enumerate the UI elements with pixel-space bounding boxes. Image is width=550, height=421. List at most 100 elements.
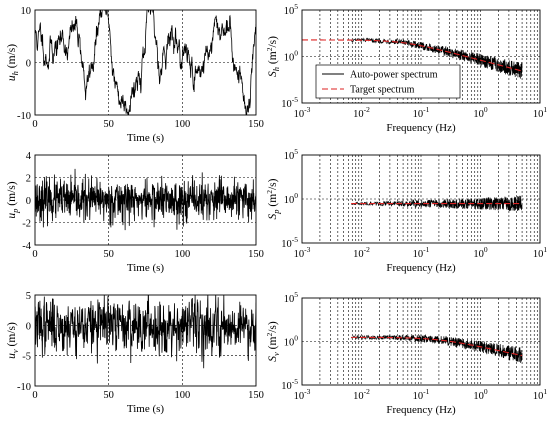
y-label-main: S (267, 356, 279, 362)
tick-base: 10 (281, 99, 292, 110)
x-tick-label: 10-3 (294, 387, 311, 402)
x-tick-label: 100 (174, 249, 190, 260)
time-series-line (35, 10, 256, 115)
target-spectrum-line (302, 39, 523, 72)
y-tick-label: 10 (21, 6, 32, 17)
tick-exponent: -2 (364, 245, 370, 254)
y-axis-label: Sh (m2/s) (265, 36, 281, 77)
tick-base: 10 (353, 249, 364, 260)
legend-box (315, 64, 461, 99)
x-tick-label: 10-1 (413, 387, 430, 402)
y-label-unit-close: /s) (267, 178, 279, 190)
y-label-main: u (6, 213, 18, 219)
plot-data (302, 37, 523, 79)
y-axis-label: Sp (m2/s) (265, 178, 281, 219)
tick-base: 10 (533, 391, 544, 402)
y-tick-label: 105 (284, 147, 299, 162)
y-tick-label: -10 (17, 111, 31, 122)
tick-base: 10 (473, 109, 484, 120)
tick-exponent: 0 (294, 334, 298, 343)
tick-base: 10 (284, 338, 295, 349)
plot-data (35, 10, 256, 115)
y-label-unit-exp: 2 (265, 190, 274, 194)
plot-data (351, 195, 523, 212)
tick-base: 10 (284, 294, 295, 305)
x-tick-label: 10-3 (294, 105, 311, 120)
tick-exponent: -3 (304, 105, 310, 114)
y-label-unit-exp: 2 (265, 333, 274, 337)
y-tick-label: 100 (284, 49, 299, 64)
y-label-subscript: p (10, 209, 20, 214)
x-tick-label: 10-3 (294, 245, 311, 260)
y-axis-label: uh (m/s) (6, 44, 20, 81)
y-tick-label: 100 (284, 334, 299, 349)
y-label-unit: (m/s) (6, 322, 18, 349)
y-label-main: u (6, 75, 18, 81)
y-tick-label: 100 (284, 191, 299, 206)
tick-exponent: 0 (484, 105, 488, 114)
tick-base: 10 (353, 109, 364, 120)
y-tick-label: -5 (22, 352, 31, 363)
auto-power-spectrum-line (350, 333, 523, 363)
legend-target-label: Target spectrum (350, 85, 415, 96)
tick-exponent: 5 (294, 147, 298, 156)
y-tick-label: 105 (284, 290, 299, 305)
tick-base: 10 (294, 109, 305, 120)
x-tick-label: 50 (103, 249, 114, 260)
x-tick-label: 0 (32, 249, 37, 260)
tick-exponent: -1 (423, 105, 429, 114)
tick-base: 10 (533, 249, 544, 260)
y-label-subscript: p (271, 209, 281, 214)
tick-exponent: -2 (364, 105, 370, 114)
tick-exponent: -5 (292, 377, 298, 386)
y-tick-label: 4 (26, 151, 32, 162)
axes-box (34, 154, 257, 246)
x-axis-label: Frequency (Hz) (386, 262, 456, 274)
grid-lines (302, 155, 540, 243)
tick-exponent: 5 (294, 290, 298, 299)
x-tick-label: 101 (533, 245, 548, 260)
x-tick-label: 150 (248, 390, 264, 401)
y-tick-label: 0 (26, 196, 31, 207)
y-tick-label: -10 (17, 382, 31, 393)
tick-exponent: 5 (294, 2, 298, 11)
tick-exponent: 0 (484, 245, 488, 254)
tick-base: 10 (473, 391, 484, 402)
x-tick-label: 10-2 (353, 387, 370, 402)
y-label-unit-close: /s) (267, 321, 279, 333)
axes-box (301, 297, 541, 386)
x-tick-label: 10-2 (353, 105, 370, 120)
auto-power-spectrum-line (351, 37, 523, 79)
x-tick-label: 100 (473, 245, 488, 260)
grid-lines (302, 298, 540, 385)
x-tick-label: 10-2 (353, 245, 370, 260)
y-label-unit-open: (m (267, 336, 279, 352)
x-axis-label: Time (s) (127, 403, 165, 415)
axes-box (34, 294, 257, 387)
x-tick-label: 150 (248, 249, 264, 260)
plot-data (350, 333, 523, 363)
x-tick-label: 101 (533, 387, 548, 402)
x-tick-label: 100 (174, 119, 190, 130)
tick-base: 10 (284, 151, 295, 162)
y-label-unit-open: (m (267, 51, 279, 67)
tick-base: 10 (413, 391, 424, 402)
tick-base: 10 (281, 239, 292, 250)
y-label-main: u (6, 353, 18, 359)
y-label-unit-open: (m (267, 194, 279, 210)
y-label-main: S (267, 71, 279, 77)
time-series-line (35, 295, 256, 369)
chart-panel-5: 0 50 100 150 -10 -5 0 5 Time (s) uv (m/s) (6, 291, 264, 415)
chart-panel-3: 0 50 100 150 -4 -2 0 2 4 Time (s) up (m/s) (6, 151, 264, 274)
tick-base: 10 (284, 53, 295, 64)
x-axis-label: Time (s) (127, 262, 165, 274)
y-axis-label: Sv (m2/s) (265, 321, 281, 362)
y-label-unit: (m/s) (6, 181, 18, 208)
tick-exponent: -5 (292, 95, 298, 104)
tick-base: 10 (353, 391, 364, 402)
tick-base: 10 (284, 195, 295, 206)
x-tick-label: 150 (248, 119, 264, 130)
